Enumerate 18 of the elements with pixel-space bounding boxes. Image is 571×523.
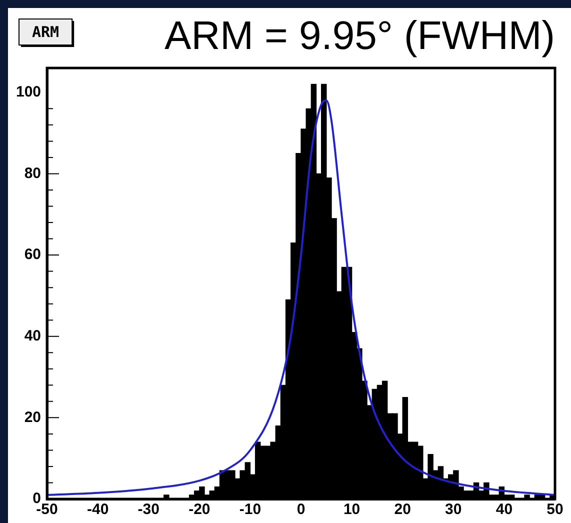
x-tick-label: 40: [496, 501, 513, 518]
text: ARM: [32, 22, 60, 41]
chart-title: ARM = 9.95° (FWHM): [164, 14, 555, 58]
x-tick-label: 20: [394, 501, 411, 518]
y-tick-label: 60: [24, 246, 42, 264]
x-tick-label: -30: [138, 501, 160, 518]
x-tick-label: 30: [445, 501, 462, 518]
x-tick-label: 0: [296, 501, 306, 518]
x-tick-label: -40: [86, 501, 109, 518]
y-tick-label: 20: [24, 408, 42, 426]
x-tick-label: -20: [188, 501, 210, 518]
x-tick-label: 10: [343, 501, 360, 518]
y-tick-label: 100: [16, 84, 42, 101]
x-tick-label: -10: [239, 501, 262, 518]
y-tick-label: 0: [32, 490, 42, 508]
y-tick-label: 40: [24, 328, 42, 344]
y-tick-label: 80: [24, 164, 42, 182]
x-tick-label: 50: [546, 501, 564, 518]
